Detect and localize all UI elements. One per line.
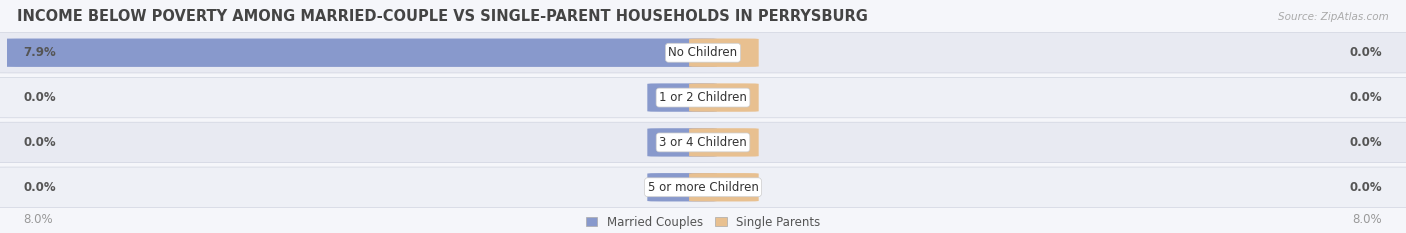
Text: 0.0%: 0.0% (1350, 181, 1382, 194)
FancyBboxPatch shape (689, 38, 759, 67)
FancyBboxPatch shape (0, 122, 1406, 163)
FancyBboxPatch shape (1, 38, 717, 67)
Text: 0.0%: 0.0% (1350, 46, 1382, 59)
FancyBboxPatch shape (689, 173, 759, 202)
Text: INCOME BELOW POVERTY AMONG MARRIED-COUPLE VS SINGLE-PARENT HOUSEHOLDS IN PERRYSB: INCOME BELOW POVERTY AMONG MARRIED-COUPL… (17, 9, 868, 24)
Text: No Children: No Children (668, 46, 738, 59)
FancyBboxPatch shape (0, 167, 1406, 207)
Text: 8.0%: 8.0% (1353, 213, 1382, 226)
Text: Source: ZipAtlas.com: Source: ZipAtlas.com (1278, 12, 1389, 22)
FancyBboxPatch shape (0, 33, 1406, 73)
FancyBboxPatch shape (647, 173, 717, 202)
Text: 1 or 2 Children: 1 or 2 Children (659, 91, 747, 104)
Text: 0.0%: 0.0% (1350, 91, 1382, 104)
Text: 0.0%: 0.0% (24, 136, 56, 149)
Text: 0.0%: 0.0% (24, 181, 56, 194)
FancyBboxPatch shape (647, 83, 717, 112)
Legend: Married Couples, Single Parents: Married Couples, Single Parents (586, 216, 820, 229)
Text: 0.0%: 0.0% (24, 91, 56, 104)
Text: 3 or 4 Children: 3 or 4 Children (659, 136, 747, 149)
Text: 5 or more Children: 5 or more Children (648, 181, 758, 194)
Text: 8.0%: 8.0% (24, 213, 53, 226)
FancyBboxPatch shape (689, 128, 759, 157)
FancyBboxPatch shape (647, 128, 717, 157)
Text: 7.9%: 7.9% (24, 46, 56, 59)
FancyBboxPatch shape (0, 77, 1406, 118)
FancyBboxPatch shape (689, 83, 759, 112)
Text: 0.0%: 0.0% (1350, 136, 1382, 149)
